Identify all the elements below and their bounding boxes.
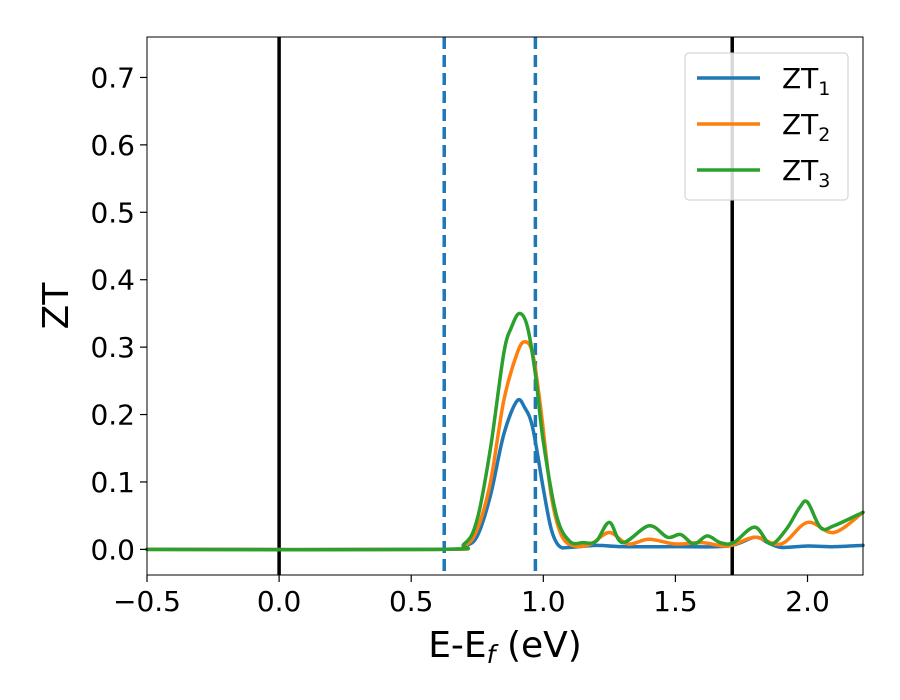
plot-frame [146,36,864,576]
x-tick-label: 2.0 [785,585,830,618]
y-tick-label: 0.7 [90,61,135,94]
series-lines [145,311,865,552]
y-tick-label: 0.3 [90,331,135,364]
y-tick-label: 0.1 [90,466,135,499]
legend-label-sub: 1 [818,78,830,100]
x-axis-title-main: E-E [428,625,486,666]
x-axis: −0.5 0.0 0.5 1.0 1.5 2.0 [113,575,830,618]
legend-label-sub: 3 [818,170,830,192]
x-tick-label: 0.5 [389,585,434,618]
y-tick-label: 0.2 [90,399,135,432]
x-tick-label: 0.0 [257,585,302,618]
y-axis-title: ZT [36,282,77,330]
x-tick-label: 1.0 [521,585,566,618]
legend-label-main: ZT [782,108,819,141]
legend-label-main: ZT [782,62,819,95]
x-tick-label: 1.5 [653,585,698,618]
legend-label-2: ZT2 [782,108,830,146]
y-tick-label: 0.6 [90,129,135,162]
y-tick-label: 0.4 [90,264,135,297]
legend-label-3: ZT3 [782,154,830,192]
x-axis-title: E-Ef (eV) [428,625,582,669]
x-axis-title-unit: (eV) [507,625,582,666]
legend-box [684,52,849,201]
legend-label-sub: 2 [818,124,830,146]
x-tick-label: −0.5 [113,585,181,618]
y-tick-label: 0.5 [90,196,135,229]
series-line-3 [145,311,865,552]
y-axis: 0.0 0.1 0.2 0.3 0.4 0.5 0.6 0.7 [90,61,147,566]
series-line-2 [145,339,865,552]
legend-label-main: ZT [782,154,819,187]
y-tick-label: 0.0 [90,533,135,566]
legend-label-1: ZT1 [782,62,830,100]
